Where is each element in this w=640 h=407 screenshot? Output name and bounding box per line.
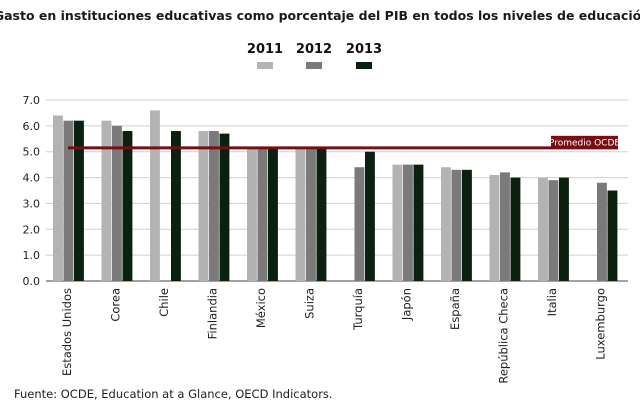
gridlines bbox=[46, 99, 628, 282]
y-tick-label: 5.0 bbox=[23, 146, 41, 159]
bar-2011-2 bbox=[150, 110, 160, 281]
bar-2012-7 bbox=[403, 164, 413, 281]
x-tick-label: Finlandia bbox=[205, 288, 219, 339]
bar-2012-5 bbox=[306, 149, 316, 281]
y-tick-label: 6.0 bbox=[23, 120, 41, 133]
reference-line-group: Promedio OCDE bbox=[68, 135, 620, 150]
bar-2011-9 bbox=[489, 174, 500, 281]
y-tick-label: 4.0 bbox=[23, 172, 41, 185]
legend-swatch-2012 bbox=[306, 62, 322, 69]
x-tick-label: Estados Unidos bbox=[60, 288, 74, 376]
source-note: Fuente: OCDE, Education at a Glance, OEC… bbox=[14, 387, 333, 401]
bar-2013-10 bbox=[559, 177, 569, 281]
bar-2012-4 bbox=[257, 146, 268, 281]
reference-label: Promedio OCDE bbox=[549, 138, 620, 148]
legend-label-2012: 2012 bbox=[296, 42, 332, 57]
legend-swatch-2013 bbox=[356, 62, 372, 69]
chart-title: Gasto en instituciones educativas como p… bbox=[0, 8, 640, 23]
y-tick-label: 7.0 bbox=[23, 94, 41, 107]
bar-2012-8 bbox=[451, 169, 462, 281]
x-tick-label: Japón bbox=[399, 288, 413, 321]
bar-2011-7 bbox=[392, 164, 403, 281]
bar-2013-0 bbox=[74, 120, 84, 281]
bar-2013-5 bbox=[316, 146, 327, 281]
y-tick-label: 0.0 bbox=[23, 275, 41, 288]
x-tick-label: México bbox=[254, 288, 268, 328]
bar-2012-1 bbox=[112, 125, 122, 281]
x-tick-label: Italia bbox=[545, 288, 559, 316]
y-axis: 0.0 1.0 2.0 3.0 4.0 5.0 6.0 7.0 bbox=[23, 94, 628, 288]
x-tick-label: República Checa bbox=[496, 288, 510, 384]
bar-2011-8 bbox=[441, 167, 451, 281]
x-tick-label: Suiza bbox=[302, 288, 316, 319]
x-tick-label: Turquía bbox=[351, 288, 365, 331]
legend-label-2013: 2013 bbox=[346, 42, 382, 57]
x-tick-label: Chile bbox=[157, 288, 171, 317]
bar-2012-3 bbox=[209, 131, 219, 281]
bar-2012-0 bbox=[63, 120, 74, 281]
y-tick-label: 1.0 bbox=[23, 249, 41, 262]
bar-2013-6 bbox=[365, 151, 375, 281]
x-tick-label: España bbox=[448, 288, 462, 330]
bar-2011-10 bbox=[538, 177, 548, 281]
bar-2013-4 bbox=[268, 146, 278, 281]
bar-2011-0 bbox=[53, 115, 63, 281]
x-axis: Estados Unidos Corea Chile Finlandia México S… bbox=[60, 288, 608, 384]
bars bbox=[53, 110, 618, 281]
bar-2013-9 bbox=[510, 177, 521, 281]
bar-2011-1 bbox=[101, 120, 112, 281]
reference-label-box bbox=[551, 135, 618, 149]
bar-2013-8 bbox=[462, 169, 472, 281]
bar-2013-2 bbox=[171, 131, 181, 281]
bar-2012-11 bbox=[597, 182, 607, 281]
x-tick-label: Corea bbox=[108, 288, 122, 322]
bar-2012-6 bbox=[354, 167, 365, 281]
y-tick-label: 3.0 bbox=[23, 197, 41, 210]
bar-2013-1 bbox=[122, 131, 133, 281]
bar-2011-3 bbox=[198, 131, 209, 281]
legend-swatch-2011 bbox=[257, 62, 273, 69]
legend-label-2011: 2011 bbox=[247, 42, 283, 57]
bar-2013-7 bbox=[413, 164, 424, 281]
y-tick-label: 2.0 bbox=[23, 223, 41, 236]
legend: 2011 2012 2013 bbox=[247, 42, 382, 69]
bar-2012-9 bbox=[500, 172, 510, 281]
bar-2013-3 bbox=[219, 133, 230, 281]
bar-2011-5 bbox=[295, 149, 306, 281]
bar-2011-4 bbox=[247, 146, 257, 281]
bar-2012-10 bbox=[548, 180, 559, 281]
x-tick-label: Luxemburgo bbox=[593, 288, 607, 360]
bar-2013-11 bbox=[607, 190, 618, 281]
